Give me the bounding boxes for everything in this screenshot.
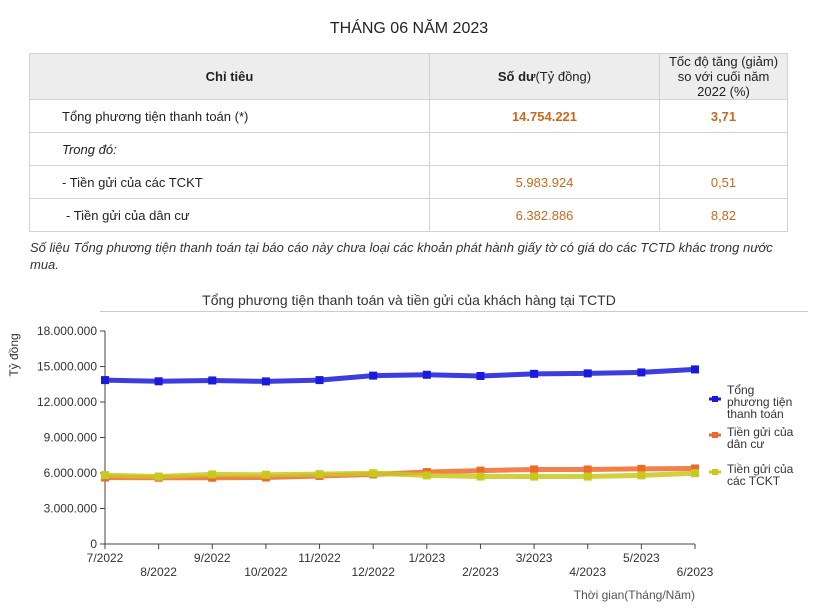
data-point (261, 377, 270, 386)
y-axis-title: Tỷ đồng (7, 333, 21, 376)
data-point (691, 469, 699, 478)
table-header-row: Chỉ tiêu Số dư(Tỷ đồng) Tốc độ tăng (giả… (29, 53, 788, 100)
data-point (637, 464, 646, 473)
row-growth: 3,71 (659, 99, 788, 133)
data-point (261, 470, 270, 479)
data-point (476, 466, 485, 475)
chart-title-rule (100, 311, 808, 312)
x-tick-label: 7/2022 (87, 551, 124, 565)
y-tick-label: 0 (90, 537, 97, 551)
data-point (101, 471, 109, 480)
data-point (583, 369, 592, 378)
row-value: 6.382.886 (429, 198, 660, 232)
data-point (637, 471, 646, 480)
data-point (583, 465, 592, 474)
data-point (476, 472, 485, 481)
data-point (154, 377, 163, 386)
table-row: Trong đó: (29, 132, 788, 166)
legend-label: Tiền gửi của (727, 425, 794, 439)
row-growth: 8,82 (659, 198, 788, 232)
header-growth: Tốc độ tăng (giảm) so với cuối năm 2022 … (659, 53, 788, 100)
data-point (315, 470, 324, 479)
data-point (101, 376, 109, 385)
header-indicator: Chỉ tiêu (29, 53, 430, 100)
data-point (315, 376, 324, 385)
table-row: Tổng phương tiện thanh toán (*) 14.754.2… (29, 99, 788, 133)
header-balance: Số dư(Tỷ đồng) (429, 53, 660, 100)
x-tick-label: 1/2023 (408, 551, 445, 565)
legend-label: phương tiện (727, 395, 792, 409)
data-point (583, 472, 592, 481)
data-point (369, 469, 378, 478)
data-point (530, 472, 539, 481)
series-line (102, 470, 698, 480)
x-tick-label: 10/2022 (244, 565, 288, 579)
header-balance-unit: (Tỷ đồng) (535, 69, 592, 84)
row-label: Trong đó: (29, 132, 430, 166)
statistics-table: Chỉ tiêu Số dư(Tỷ đồng) Tốc độ tăng (giả… (29, 53, 788, 232)
page-title: THÁNG 06 NĂM 2023 (329, 20, 489, 37)
row-label: - Tiền gửi của các TCKT (29, 165, 430, 199)
series-line (102, 366, 698, 384)
data-point (154, 472, 163, 481)
header-balance-bold: Số dư (497, 69, 536, 84)
y-tick-label: 15.000.000 (37, 360, 97, 374)
data-point (691, 365, 699, 374)
x-tick-label: 2/2023 (462, 565, 499, 579)
data-point (691, 464, 699, 473)
table-row: - Tiền gửi của các TCKT 5.983.924 0,51 (29, 165, 788, 199)
x-tick-label: 5/2023 (623, 551, 660, 565)
data-point (208, 470, 217, 479)
chart-title: Tổng phương tiện thanh toán và tiền gửi … (202, 292, 616, 308)
x-tick-label: 12/2022 (351, 565, 395, 579)
y-tick-label: 6.000.000 (44, 466, 98, 480)
legend-swatch-marker (712, 469, 718, 475)
table-row: - Tiền gửi của dân cư 6.382.886 8,82 (29, 198, 788, 232)
x-tick-label: 8/2022 (140, 565, 177, 579)
y-tick-label: 18.000.000 (37, 324, 97, 338)
x-tick-label: 11/2022 (298, 551, 341, 565)
data-point (422, 370, 431, 379)
row-growth (659, 132, 788, 166)
row-label: Tổng phương tiện thanh toán (*) (29, 99, 430, 133)
y-tick-label: 9.000.000 (44, 431, 98, 445)
data-point (476, 371, 485, 380)
legend-label: dân cư (727, 437, 764, 451)
x-tick-label: 4/2023 (569, 565, 606, 579)
footnote: Số liệu Tổng phương tiện thanh toán tại … (30, 240, 773, 272)
data-point (208, 376, 217, 385)
legend-label: thanh toán (727, 407, 784, 421)
x-axis-title: Thời gian(Tháng/Năm) (574, 588, 695, 602)
data-point (637, 368, 646, 377)
y-tick-label: 12.000.000 (37, 395, 97, 409)
row-value: 14.754.221 (429, 99, 660, 133)
legend-label: Tổng (727, 383, 754, 397)
legend-label: các TCKT (727, 474, 781, 488)
x-tick-label: 3/2023 (516, 551, 553, 565)
data-point (530, 369, 539, 378)
x-tick-label: 6/2023 (677, 565, 714, 579)
y-tick-label: 3.000.000 (44, 502, 98, 516)
x-tick-label: 9/2022 (194, 551, 231, 565)
legend-swatch-marker (712, 432, 718, 438)
row-label: - Tiền gửi của dân cư (29, 198, 430, 232)
row-value: 5.983.924 (429, 165, 660, 199)
legend-label: Tiền gửi của (727, 462, 794, 476)
data-point (369, 371, 378, 380)
row-value (429, 132, 660, 166)
legend-swatch-marker (712, 396, 718, 402)
data-point (422, 471, 431, 480)
data-point (530, 465, 539, 474)
